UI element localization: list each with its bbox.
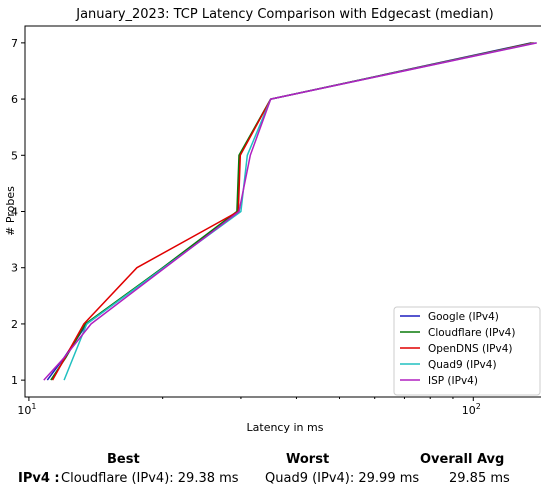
- y-tick-label: 4: [11, 206, 18, 219]
- ipv4-row-label: IPv4 :: [18, 471, 60, 486]
- x-tick-label: 101: [17, 402, 36, 417]
- legend-label: ISP (IPv4): [428, 375, 478, 387]
- overall-avg-value: 29.85 ms: [449, 471, 510, 486]
- best-header: Best: [107, 452, 140, 467]
- x-tick-label: 102: [462, 402, 481, 417]
- legend-label: Cloudflare (IPv4): [428, 327, 515, 339]
- y-axis: 1 2 3 4 5 6 7: [11, 37, 25, 387]
- y-tick-label: 2: [11, 318, 18, 331]
- overall-avg-header: Overall Avg: [420, 452, 505, 467]
- y-tick-label: 1: [11, 374, 18, 387]
- worst-value: Quad9 (IPv4): 29.99 ms: [265, 471, 420, 486]
- y-tick-label: 3: [11, 262, 18, 275]
- legend-label: Quad9 (IPv4): [428, 359, 497, 371]
- y-tick-label: 7: [11, 37, 18, 50]
- series-lines: [43, 42, 537, 381]
- summary-table: Best Worst Overall Avg IPv4 : Cloudflare…: [0, 450, 541, 494]
- legend-box: [393, 306, 541, 396]
- series-line-isp-ipv4: [43, 42, 537, 381]
- y-tick-label: 6: [11, 93, 18, 106]
- legend-label: OpenDNS (IPv4): [428, 343, 513, 355]
- y-axis-label: # Probes: [4, 186, 17, 236]
- chart-title: January_2023: TCP Latency Comparison wit…: [75, 7, 494, 22]
- latency-chart: January_2023: TCP Latency Comparison wit…: [4, 7, 541, 434]
- y-tick-label: 5: [11, 149, 18, 162]
- x-axis-label: Latency in ms: [247, 421, 324, 434]
- best-value: Cloudflare (IPv4): 29.38 ms: [61, 471, 239, 486]
- legend-label: Google (IPv4): [428, 311, 499, 323]
- legend: Google (IPv4) Cloudflare (IPv4) OpenDNS (I…: [393, 306, 541, 396]
- x-axis: 101 102: [17, 397, 481, 417]
- worst-header: Worst: [286, 452, 330, 467]
